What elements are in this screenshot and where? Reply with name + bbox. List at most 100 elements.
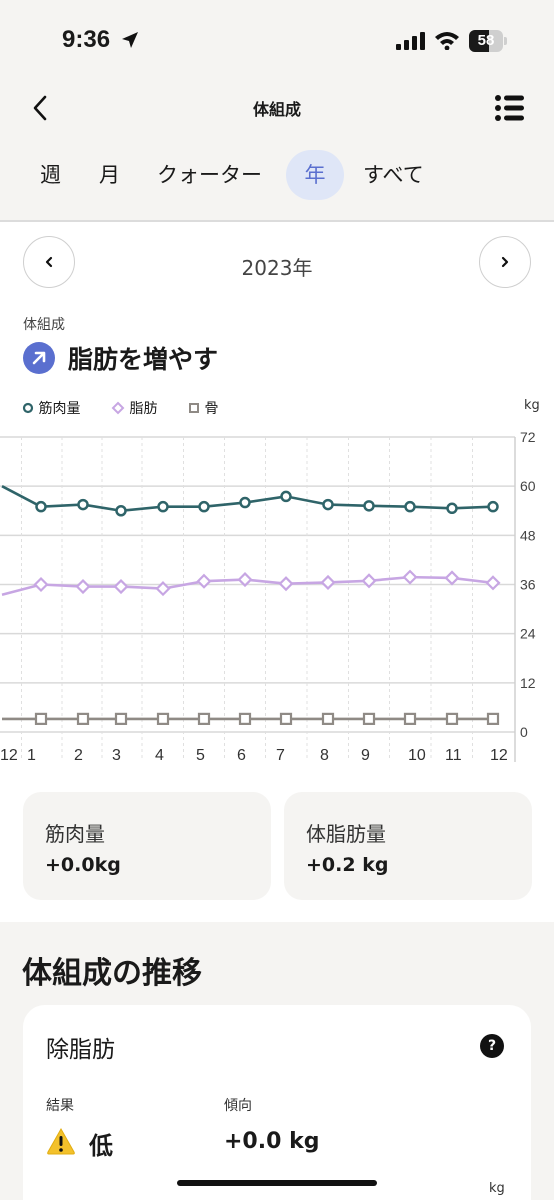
lean-mass-card: 除脂肪 ? 結果 傾向 低 +0.0 kg kg xyxy=(23,1005,531,1200)
location-arrow-icon xyxy=(122,32,138,48)
body-fat-stat-value: +0.2 kg xyxy=(306,854,389,876)
muscle-point xyxy=(446,502,458,515)
bone-point xyxy=(279,712,293,725)
section-label: 体組成 xyxy=(23,317,65,333)
list-menu-button[interactable] xyxy=(494,92,526,124)
chevron-left-icon xyxy=(33,95,47,121)
bone-point xyxy=(238,712,252,725)
result-value: 低 xyxy=(89,1132,113,1160)
status-bar: 9:36 58 xyxy=(0,0,554,80)
body-fat-stat-label: 体脂肪量 xyxy=(306,822,386,846)
muscle-point xyxy=(35,500,47,513)
x-tick-label: 4 xyxy=(155,747,164,764)
chart-card: 2023年 体組成 脂肪を増やす 筋肉量 脂肪 骨 kg 0 12 24 36 48 60… xyxy=(0,222,554,922)
bone-point xyxy=(321,712,335,725)
prev-year-button[interactable] xyxy=(23,236,75,288)
x-tick-label: 9 xyxy=(361,747,370,764)
chevron-right-icon xyxy=(501,256,508,267)
x-tick-label: 5 xyxy=(196,747,205,764)
back-button[interactable] xyxy=(26,88,56,128)
x-tick-label: 12 xyxy=(490,747,508,764)
muscle-point xyxy=(363,500,375,512)
tab-month[interactable]: 月 xyxy=(99,163,120,187)
cellular-signal-icon xyxy=(396,32,425,50)
help-icon[interactable]: ? xyxy=(480,1034,504,1058)
y-tick-label: 60 xyxy=(520,478,536,494)
muscle-stat-card: 筋肉量 +0.0kg xyxy=(23,792,271,900)
bone-point xyxy=(156,712,170,725)
muscle-point xyxy=(487,500,499,513)
legend-fat-label: 脂肪 xyxy=(129,401,158,417)
y-tick-label: 36 xyxy=(520,577,536,593)
tab-year[interactable]: 年 xyxy=(286,150,344,200)
muscle-stat-label: 筋肉量 xyxy=(45,822,105,846)
y-tick-label: 48 xyxy=(520,527,536,543)
muscle-point xyxy=(322,498,334,511)
muscle-point xyxy=(115,505,127,517)
warning-icon xyxy=(47,1127,75,1155)
tab-all[interactable]: すべて xyxy=(363,163,424,187)
bone-point xyxy=(34,712,48,725)
fat-point xyxy=(155,581,171,597)
next-year-button[interactable] xyxy=(479,236,531,288)
fat-point xyxy=(320,574,336,591)
x-tick-label: 10 xyxy=(408,747,426,764)
x-tick-label: 6 xyxy=(237,747,246,764)
legend-muscle-label: 筋肉量 xyxy=(38,401,81,417)
home-indicator xyxy=(177,1180,377,1186)
wifi-icon xyxy=(435,32,459,50)
tendency-value: +0.0 kg xyxy=(224,1129,320,1154)
chart-unit: kg xyxy=(524,398,540,413)
y-tick-label: 72 xyxy=(520,429,536,445)
x-tick-label: 11 xyxy=(445,747,462,764)
x-tick-label: 1 xyxy=(27,747,36,764)
fat-point xyxy=(402,569,418,585)
status-time: 9:36 xyxy=(62,26,111,53)
y-tick-label: 12 xyxy=(520,675,536,691)
x-tick-label: 12 xyxy=(0,747,18,764)
legend-muscle: 筋肉量 xyxy=(22,398,80,418)
page-title: 体組成 xyxy=(252,100,301,119)
tab-week[interactable]: 週 xyxy=(40,163,61,187)
bone-point xyxy=(403,712,417,725)
fat-point xyxy=(113,578,129,595)
chevron-left-icon xyxy=(45,256,52,267)
nav-bar: 体組成 xyxy=(0,80,554,136)
muscle-point xyxy=(239,496,251,509)
square-marker-icon xyxy=(189,403,199,413)
tendency-label: 傾向 xyxy=(224,1098,252,1114)
x-tick-label: 8 xyxy=(320,747,329,764)
legend-fat: 脂肪 xyxy=(111,398,157,418)
bone-point xyxy=(76,712,90,725)
muscle-point xyxy=(77,498,89,511)
fat-point xyxy=(196,573,212,589)
year-label: 2023年 xyxy=(241,256,313,280)
lean-mass-title: 除脂肪 xyxy=(46,1037,115,1063)
legend-bone-label: 骨 xyxy=(204,401,219,417)
fat-point xyxy=(75,578,91,595)
fat-point xyxy=(278,576,294,592)
x-tick-label: 2 xyxy=(74,747,83,764)
bone-point xyxy=(114,712,128,725)
divider xyxy=(0,220,554,222)
goal-title: 脂肪を増やす xyxy=(68,345,219,374)
muscle-point xyxy=(198,500,210,513)
bone-point xyxy=(486,712,500,725)
fat-point xyxy=(33,576,49,593)
circle-marker-icon xyxy=(22,402,34,414)
diamond-marker-icon xyxy=(111,401,125,415)
fat-point xyxy=(361,573,377,589)
tab-quarter[interactable]: クォーター xyxy=(157,163,262,187)
bone-point xyxy=(362,712,376,725)
battery-percent: 58 xyxy=(477,32,495,49)
muscle-point xyxy=(280,490,292,503)
legend-bone: 骨 xyxy=(188,398,218,418)
fat-point xyxy=(237,572,253,588)
x-tick-label: 3 xyxy=(112,747,121,764)
list-icon xyxy=(495,95,524,121)
y-tick-label: 24 xyxy=(520,626,536,642)
fat-point xyxy=(485,575,501,591)
x-tick-label: 7 xyxy=(276,747,285,764)
arrow-up-right-icon xyxy=(23,342,55,374)
